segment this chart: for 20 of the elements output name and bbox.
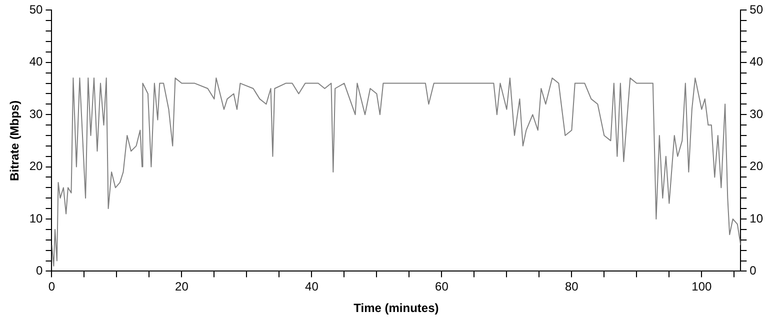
y-tick-label: 0 [36,264,44,278]
y-tick-label: 40 [29,54,44,69]
y2-tick-label: 30 [750,106,764,121]
x-axis-title: Time (minutes) [354,301,439,316]
y2-tick-label: 20 [750,159,764,174]
y-tick-label: 50 [29,2,44,17]
y-tick-label: 20 [29,159,44,174]
y-tick-label: 30 [29,106,44,121]
x-tick-label: 80 [564,280,579,294]
x-tick-label: 0 [48,280,56,294]
y-tick-label: 10 [29,211,44,226]
x-tick-label: 100 [692,280,712,294]
y2-tick-label: 40 [750,54,764,69]
y2-tick-label: 50 [750,2,764,17]
y2-tick-label: 10 [750,211,764,226]
x-tick-label: 20 [175,280,189,294]
x-tick-label: 40 [305,280,319,294]
y2-tick-label: 0 [750,264,757,278]
x-tick-label: 60 [435,280,449,294]
y-axis-title: Bitrate (Mbps) [8,100,22,182]
